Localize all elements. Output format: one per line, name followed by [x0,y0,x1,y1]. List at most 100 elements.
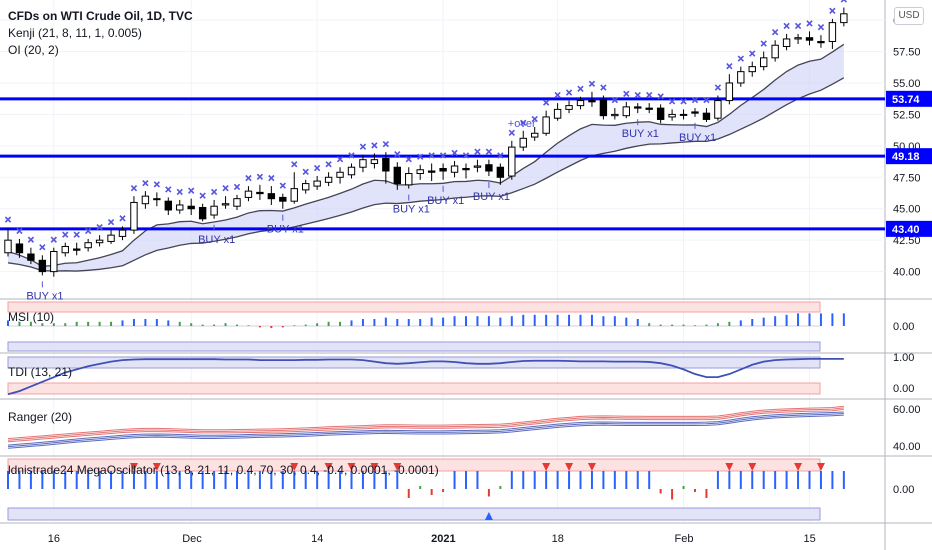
candle-body [393,166,402,185]
resistance-cross [439,152,447,159]
mega-lower-zone [7,507,821,521]
cross-stroke [325,161,332,168]
resistance-cross [588,80,596,87]
candle-body [771,44,779,59]
candle-body [645,107,653,110]
candle-body [107,234,115,242]
cross-stroke [794,22,802,30]
y-tick-label-6: 45.00 [893,204,921,216]
tdi-pane-label: TDI (13, 21) [8,365,73,379]
cross-stroke [760,40,767,47]
cross-stroke [188,187,195,194]
candle-body [405,173,413,186]
candle-body [347,166,356,176]
resistance-cross [405,156,412,163]
resistance-cross [760,40,767,47]
candle-body [210,205,218,216]
cross-stroke [843,0,848,3]
candle-body [302,183,310,191]
y-tick-label-8: 40.00 [893,267,921,279]
x-tick-label-2: 14 [311,533,323,545]
resistance-cross [485,148,493,155]
candle-body [176,204,184,211]
resistance-cross [130,184,138,192]
x-tick-label-1: Dec [182,533,202,545]
resistance-cross [371,142,378,149]
resistance-cross [451,149,458,157]
candle-body [15,243,24,254]
resistance-cross [302,168,309,175]
resistance-cross [336,156,344,163]
candle-body [817,40,825,44]
candle-body [656,107,665,120]
cross-stroke [199,192,206,199]
cross-stroke [497,152,504,159]
candle-body [256,191,264,195]
level-label-0: 53.74 [892,94,920,106]
signal-label-7: BUY x1 [679,132,716,144]
cross-stroke [508,129,515,136]
resistance-cross [96,223,103,231]
candle-body [622,106,630,117]
mega-down-marker [129,463,138,471]
cross-stroke [62,231,69,238]
candle-body [279,196,287,202]
candle-body [73,248,81,251]
resistance-cross [73,231,80,238]
cross-stroke [817,24,825,31]
chart-title: CFDs on WTI Crude Oil, 1D, TVC [8,9,193,23]
ranger-series-0-line [7,407,844,441]
resistance-cross [703,96,710,104]
cross-stroke [623,90,630,98]
resistance-cross [577,85,584,92]
cross-stroke [4,216,12,223]
candle-body [668,113,676,118]
candle-body [324,176,333,183]
msi-upper-zone [7,301,821,313]
y-tick-label-5: 47.50 [893,172,921,184]
resistance-cross [771,29,779,36]
resistance-cross [783,22,790,30]
resistance-cross [531,115,538,123]
cross-stroke [348,152,355,159]
cross-stroke [554,91,561,99]
signal-label-3: BUY x1 [393,204,430,216]
mega-down-marker [565,463,574,471]
cross-stroke [222,184,229,192]
cross-stroke [210,188,218,196]
resistance-cross [382,140,390,148]
candle-body [760,57,768,68]
candle-body [118,229,127,237]
candle-body [725,82,734,102]
ranger-y-tick-0: 60.00 [893,404,921,416]
cross-stroke [611,96,619,104]
mega-down-marker [725,463,734,471]
candle-body [702,112,711,120]
candle-body [84,242,92,249]
resistance-cross [542,99,550,106]
cross-stroke [634,91,641,99]
cross-stroke [313,164,321,172]
candle-body [153,198,161,201]
resistance-cross [462,152,470,159]
resistance-cross [794,22,802,30]
resistance-cross [634,91,641,99]
ranger-series-1-line [7,413,844,448]
resistance-cross [806,20,813,27]
resistance-cross [749,50,756,57]
signal-label-5: BUY x1 [473,191,510,203]
cross-stroke [703,96,710,104]
y-tick-label-3: 52.50 [893,109,921,121]
currency-button[interactable]: USD [894,7,924,25]
resistance-cross [245,174,252,182]
chart-legend: CFDs on WTI Crude Oil, 1D, TVC Kenji (21… [8,8,193,59]
cross-stroke [565,89,573,96]
resistance-cross [623,90,630,98]
ranger-series-0-line [7,408,844,443]
cross-stroke [153,181,161,188]
resistance-cross [817,24,825,31]
level-label-2: 43.40 [892,224,920,236]
msi-lower-zone [7,341,821,352]
